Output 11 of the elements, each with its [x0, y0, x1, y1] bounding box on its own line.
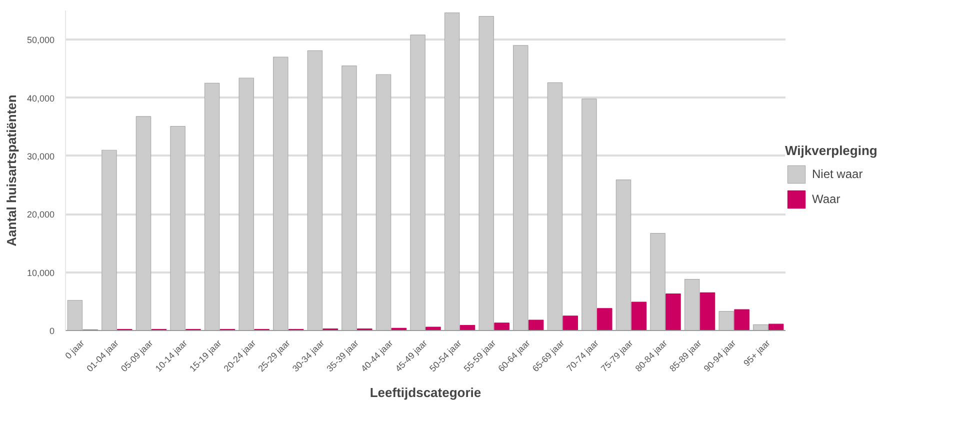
y-tick-label: 10,000 — [26, 268, 55, 278]
y-tick-label: 50,000 — [26, 35, 55, 46]
legend-label: Waar — [812, 192, 840, 206]
y-axis-title: Aantal huisartspatiënten — [4, 94, 19, 246]
y-tick-label: 0 — [49, 326, 55, 336]
legend-title: Wijkverpleging — [785, 143, 878, 158]
y-tick-label: 20,000 — [26, 210, 55, 220]
x-axis-title: Leeftijdscategorie — [370, 385, 482, 400]
y-tick-label: 30,000 — [26, 151, 55, 162]
legend-label: Niet waar — [812, 167, 863, 181]
y-tick-label: 40,000 — [26, 93, 55, 104]
